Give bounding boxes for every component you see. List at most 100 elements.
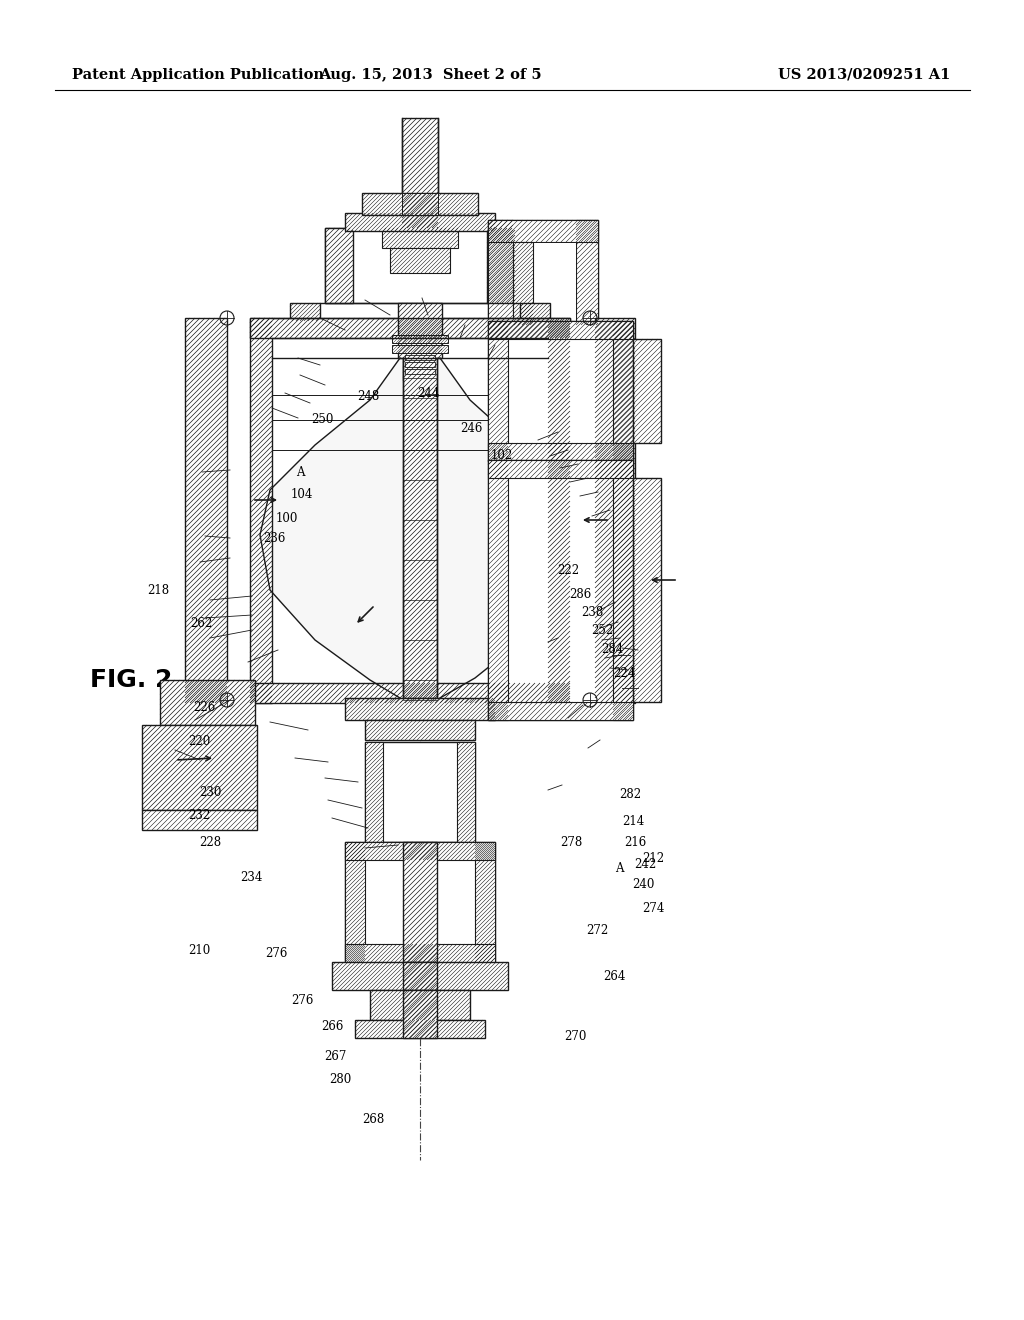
Text: 286: 286 xyxy=(569,587,592,601)
Bar xyxy=(398,304,442,358)
Text: 224: 224 xyxy=(613,667,636,680)
Bar xyxy=(488,321,633,339)
Bar xyxy=(487,228,515,304)
Text: Aug. 15, 2013  Sheet 2 of 5: Aug. 15, 2013 Sheet 2 of 5 xyxy=(318,69,542,82)
Text: 267: 267 xyxy=(325,1049,347,1063)
Text: 240: 240 xyxy=(632,878,654,891)
Text: 228: 228 xyxy=(199,836,221,849)
Text: 270: 270 xyxy=(564,1030,587,1043)
Bar xyxy=(390,248,450,273)
Bar xyxy=(488,459,633,719)
Bar xyxy=(548,318,570,704)
Bar xyxy=(488,444,633,461)
Bar xyxy=(345,842,365,962)
Text: 222: 222 xyxy=(557,564,580,577)
Bar xyxy=(488,220,598,242)
Polygon shape xyxy=(260,358,580,698)
Bar xyxy=(406,355,435,360)
Bar xyxy=(633,478,662,702)
Text: 232: 232 xyxy=(188,809,211,822)
Text: 276: 276 xyxy=(291,994,313,1007)
Text: 278: 278 xyxy=(560,836,583,849)
Text: 266: 266 xyxy=(322,1020,344,1034)
Bar xyxy=(325,228,353,304)
Text: 262: 262 xyxy=(190,616,213,630)
Bar xyxy=(345,842,495,962)
Bar xyxy=(403,358,437,698)
Text: 220: 220 xyxy=(188,735,211,748)
Bar xyxy=(402,193,438,215)
Text: 250: 250 xyxy=(311,413,334,426)
Bar xyxy=(365,742,383,842)
Bar xyxy=(392,335,449,343)
Text: FIG. 2: FIG. 2 xyxy=(90,668,172,692)
Text: 104: 104 xyxy=(291,488,313,502)
Bar xyxy=(345,698,495,719)
Text: 272: 272 xyxy=(586,924,608,937)
Text: 244: 244 xyxy=(417,387,439,400)
Bar xyxy=(355,1020,485,1038)
Bar xyxy=(406,370,435,374)
Text: 242: 242 xyxy=(634,858,656,871)
Bar xyxy=(488,459,633,478)
Text: 238: 238 xyxy=(581,606,603,619)
Text: 210: 210 xyxy=(188,944,211,957)
Text: 248: 248 xyxy=(357,389,380,403)
Bar xyxy=(370,990,470,1020)
Text: 102: 102 xyxy=(490,449,513,462)
Bar xyxy=(290,304,319,321)
Bar xyxy=(142,810,257,830)
Text: 226: 226 xyxy=(194,701,216,714)
Bar xyxy=(595,318,635,704)
Text: 234: 234 xyxy=(240,871,262,884)
Bar xyxy=(382,228,458,248)
Bar xyxy=(365,719,475,741)
Bar xyxy=(633,339,662,444)
Text: 252: 252 xyxy=(591,624,613,638)
Bar xyxy=(513,242,575,325)
Bar xyxy=(488,459,508,719)
Text: A: A xyxy=(615,862,624,875)
Bar xyxy=(488,220,513,325)
Bar xyxy=(403,990,437,1038)
Bar xyxy=(345,944,495,962)
Bar xyxy=(406,362,435,367)
Text: 230: 230 xyxy=(199,785,221,799)
Bar xyxy=(250,682,570,704)
Text: 274: 274 xyxy=(642,902,665,915)
Bar xyxy=(392,345,449,352)
Text: 276: 276 xyxy=(265,946,288,960)
Bar xyxy=(613,459,633,719)
Bar xyxy=(325,228,515,304)
Text: 280: 280 xyxy=(329,1073,351,1086)
Text: US 2013/0209251 A1: US 2013/0209251 A1 xyxy=(777,69,950,82)
Text: A: A xyxy=(296,466,304,479)
Bar xyxy=(160,680,255,725)
Text: 284: 284 xyxy=(601,643,624,656)
Bar xyxy=(475,842,495,962)
Bar xyxy=(185,318,227,704)
Text: 216: 216 xyxy=(624,836,646,849)
Bar xyxy=(520,304,550,321)
Bar xyxy=(402,117,438,228)
Text: 264: 264 xyxy=(603,970,626,983)
Bar xyxy=(513,242,534,325)
Bar xyxy=(332,962,508,990)
Bar xyxy=(575,220,598,325)
Bar xyxy=(345,213,495,231)
Bar xyxy=(488,321,508,461)
Bar xyxy=(613,321,633,461)
Bar xyxy=(250,318,570,338)
Bar xyxy=(142,725,257,810)
Bar xyxy=(488,702,633,719)
Bar xyxy=(403,962,437,990)
Bar xyxy=(403,842,437,962)
Text: 214: 214 xyxy=(622,814,644,828)
Text: 268: 268 xyxy=(362,1113,385,1126)
Text: 212: 212 xyxy=(642,851,665,865)
Text: 218: 218 xyxy=(147,583,170,597)
Bar xyxy=(488,321,633,461)
Text: 282: 282 xyxy=(618,788,641,801)
Bar xyxy=(365,742,475,842)
Bar xyxy=(457,742,475,842)
